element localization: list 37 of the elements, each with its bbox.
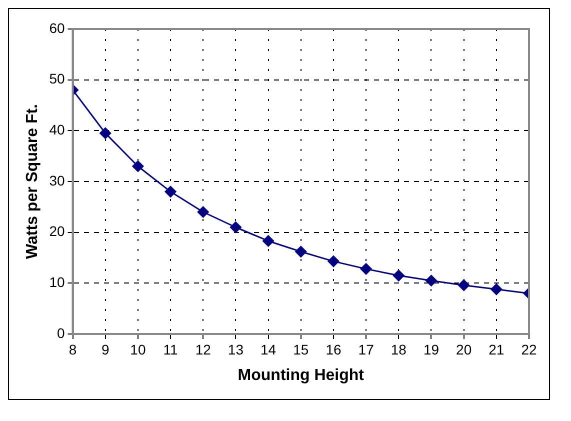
x-tick-label: 8 (68, 341, 77, 358)
point (490, 284, 502, 296)
x-tick-label: 22 (521, 341, 537, 358)
x-tick-label: 20 (456, 341, 472, 358)
point (230, 222, 242, 233)
point (132, 160, 144, 172)
x-tick-label: 16 (326, 341, 342, 358)
y-tick-label: 0 (56, 324, 65, 341)
x-tick-label: 10 (130, 341, 146, 358)
y-tick-label: 30 (49, 172, 65, 188)
point (197, 206, 209, 218)
x-axis-title: Mounting Height (238, 366, 365, 384)
x-tick-label: 19 (423, 341, 440, 358)
x-tick-label: 21 (488, 341, 504, 358)
x-tick-label: 18 (390, 341, 407, 358)
point (262, 235, 274, 247)
x-tick-label: 17 (358, 341, 374, 358)
point (295, 246, 307, 258)
point (425, 274, 437, 286)
point (164, 186, 176, 198)
point (100, 127, 112, 139)
y-tick-label: 60 (49, 20, 65, 36)
x-tick-label: 14 (260, 341, 276, 358)
y-tick-label: 40 (49, 122, 65, 138)
x-tick-label: 15 (293, 341, 309, 358)
x-tick-label: 12 (195, 341, 212, 358)
point (392, 270, 404, 282)
point (360, 263, 372, 275)
y-tick-label: 50 (49, 70, 65, 87)
x-tick-label: 9 (101, 341, 110, 358)
y-tick-label: 20 (49, 223, 65, 240)
point (458, 279, 470, 291)
y-axis-title: Watts per Square Ft. (24, 104, 42, 259)
y-tick-label: 10 (49, 274, 65, 290)
x-tick-label: 13 (228, 341, 244, 358)
point (328, 256, 340, 268)
x-tick-label: 11 (163, 341, 178, 358)
